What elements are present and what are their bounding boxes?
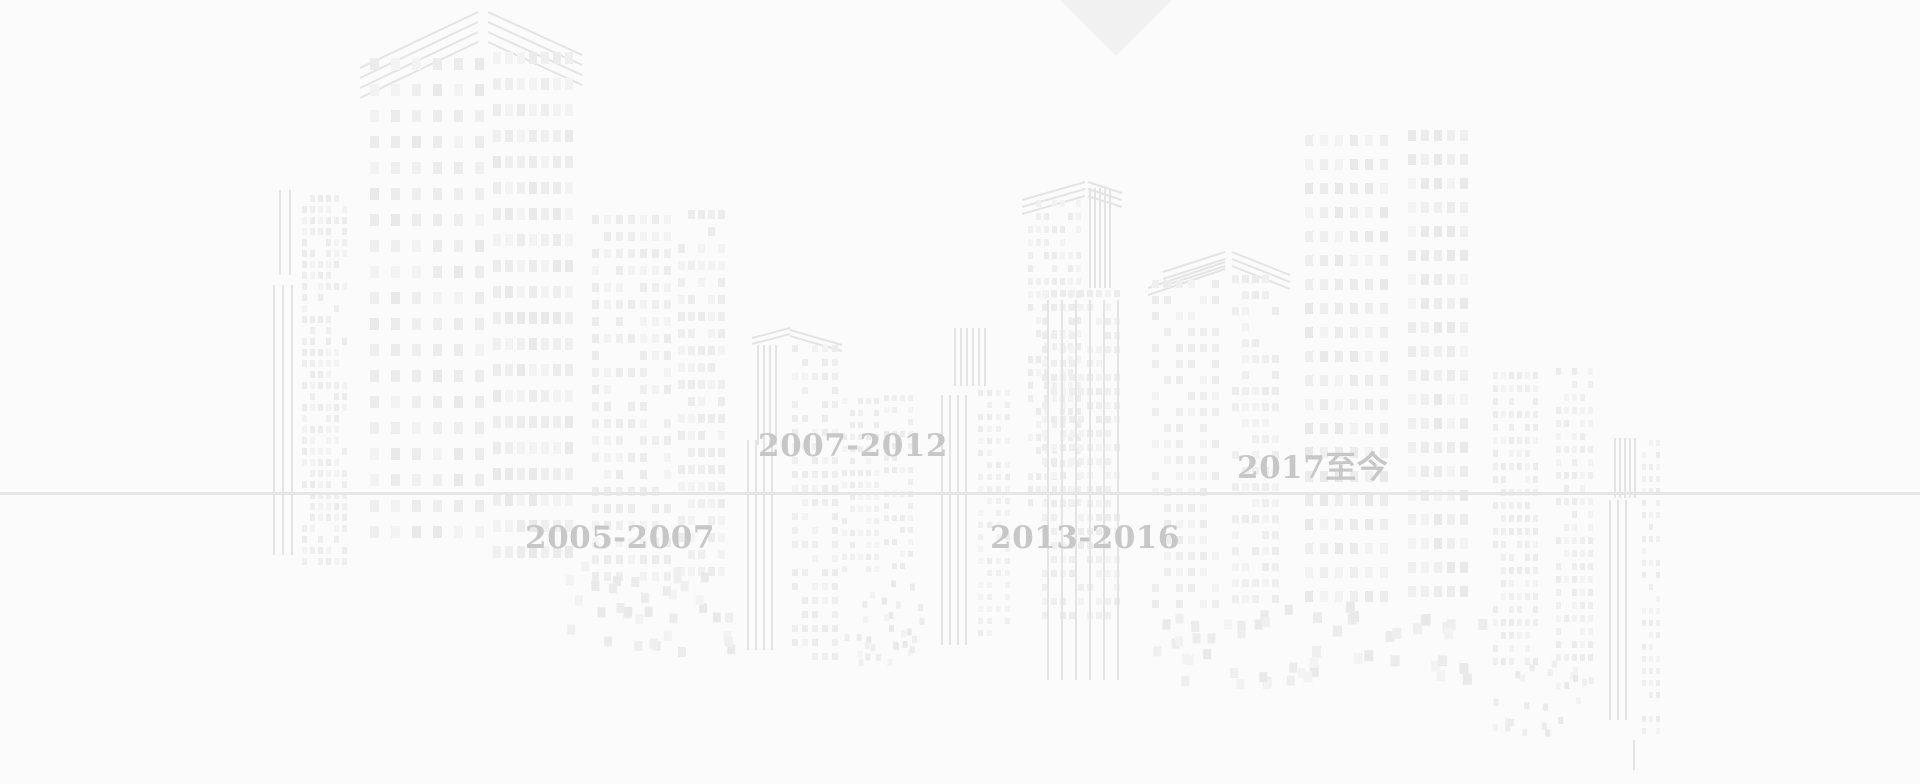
timeline-period-2013-2016[interactable]: 2013-2016	[990, 520, 1180, 556]
timeline-period-2007-2012[interactable]: 2007-2012	[758, 428, 948, 464]
timeline-period-2017-present[interactable]: 2017至今	[1237, 450, 1389, 486]
timeline-period-2005-2007[interactable]: 2005-2007	[525, 520, 715, 556]
timeline-axis-line	[0, 492, 1920, 495]
